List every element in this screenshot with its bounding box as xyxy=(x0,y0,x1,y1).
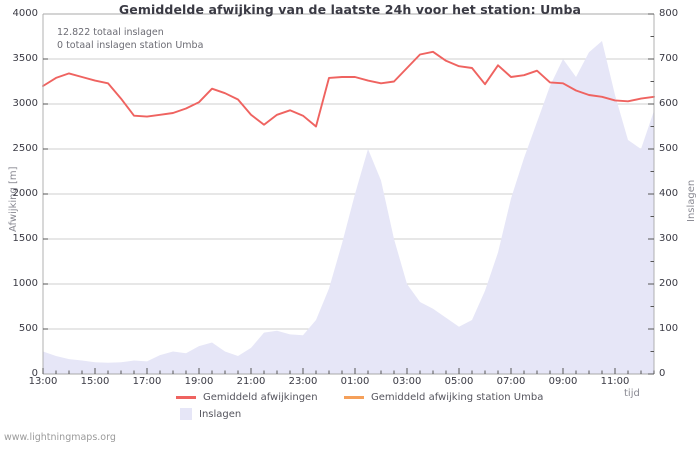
legend-item-label: Gemiddeld afwijkingen xyxy=(203,392,318,403)
x-axis-label: tijd xyxy=(624,388,640,399)
legend-area-swatch xyxy=(180,408,192,420)
y-axis-left-label: Afwijking [m] xyxy=(8,166,19,232)
x-axis-tick-label: 15:00 xyxy=(80,376,110,387)
deviation-line-series xyxy=(42,50,655,128)
x-axis-tick-label: 05:00 xyxy=(444,376,474,387)
legend-item-label: Gemiddeld afwijking station Umba xyxy=(371,392,544,403)
x-axis-tick-label: 13:00 xyxy=(28,376,58,387)
y-axis-right-tick-label: 400 xyxy=(659,187,679,199)
page-title: Gemiddelde afwijking van de laatste 24h … xyxy=(118,2,582,17)
strike-totals-annotation: 12.822 totaal inslagen 0 totaal inslagen … xyxy=(57,27,203,52)
y-axis-left-tick-label: 500 xyxy=(18,322,38,334)
y-axis-left-tick-label: 2500 xyxy=(12,142,38,154)
strikes-area-series xyxy=(43,41,654,374)
annotation-line-2: 0 totaal inslagen station Umba xyxy=(57,39,204,51)
site-url: www.lightningmaps.org xyxy=(4,432,116,443)
legend-item[interactable]: Gemiddeld afwijkingen xyxy=(176,392,318,403)
y-axis-right-label: Inslagen xyxy=(686,179,697,222)
y-axis-right-tick-label: 300 xyxy=(659,232,679,244)
y-axis-right-tick-label: 0 xyxy=(659,367,666,379)
y-axis-right-tick-label: 100 xyxy=(659,322,679,334)
y-axis-left-tick-label: 0 xyxy=(31,367,38,379)
x-axis-tick-label: 07:00 xyxy=(496,376,526,387)
x-axis-tick-label: 21:00 xyxy=(236,376,266,387)
y-axis-right-tick-label: 600 xyxy=(659,97,679,109)
x-axis-tick-label: 23:00 xyxy=(288,376,318,387)
y-axis-right-tick-label: 800 xyxy=(659,7,679,19)
y-axis-left-tick-label: 2000 xyxy=(12,187,38,199)
x-axis-tick-label: 01:00 xyxy=(340,376,370,387)
y-axis-left-tick-label: 3000 xyxy=(12,97,38,109)
legend-item[interactable]: Inslagen xyxy=(176,408,241,420)
x-axis-tick-label: 17:00 xyxy=(132,376,162,387)
legend-line-swatch xyxy=(344,396,364,399)
legend-item-label: Inslagen xyxy=(199,408,242,420)
legend-line-swatch xyxy=(176,396,196,399)
x-axis-tick-label: 03:00 xyxy=(392,376,422,387)
y-axis-left-tick-label: 3500 xyxy=(12,52,38,64)
annotation-line-1: 12.822 totaal inslagen xyxy=(57,27,164,38)
y-axis-right-tick-label: 500 xyxy=(659,142,679,154)
y-axis-left-tick-label: 4000 xyxy=(12,7,38,19)
x-axis-tick-label: 19:00 xyxy=(184,376,214,387)
y-axis-left-tick-label: 1500 xyxy=(12,232,38,244)
y-axis-right-tick-label: 200 xyxy=(659,277,679,289)
legend-item[interactable]: Gemiddeld afwijking station Umba xyxy=(344,392,543,403)
chart-legend: Gemiddeld afwijkingen Gemiddeld afwijking… xyxy=(0,392,700,426)
x-axis-tick-label: 09:00 xyxy=(548,376,578,387)
y-axis-left-tick-label: 1000 xyxy=(12,277,38,289)
y-axis-right-tick-label: 700 xyxy=(659,52,679,64)
x-axis-tick-label: 11:00 xyxy=(600,376,630,387)
